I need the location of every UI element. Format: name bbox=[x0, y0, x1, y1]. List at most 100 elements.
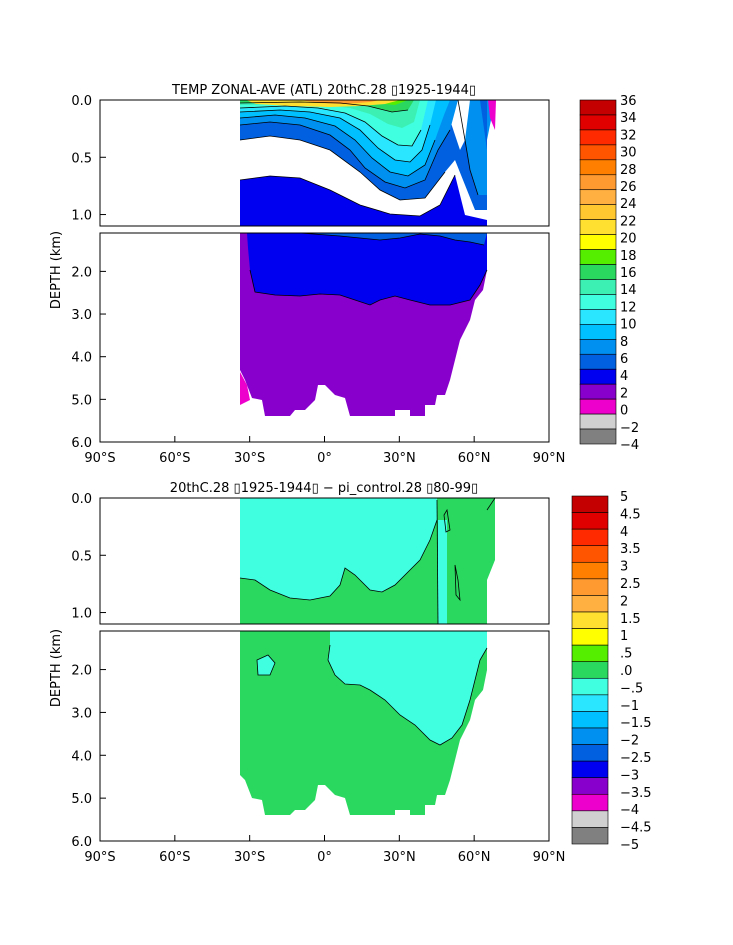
colorbar-label: 16 bbox=[620, 266, 637, 281]
colorbar-swatch bbox=[579, 189, 617, 205]
colorbar-swatch bbox=[579, 159, 617, 176]
colorbar-swatch bbox=[579, 129, 617, 146]
y-tick-label: 2.0 bbox=[71, 265, 92, 280]
y-tick-label: 0.5 bbox=[71, 151, 92, 166]
colorbar-swatch bbox=[571, 611, 609, 629]
y-tick-label: 3.0 bbox=[71, 308, 92, 323]
colorbar-label: 30 bbox=[620, 146, 637, 161]
colorbar-label: 5 bbox=[620, 490, 628, 505]
x-tick-label: 90°N bbox=[533, 850, 566, 865]
colorbar-label: 0 bbox=[620, 404, 628, 419]
x-tick-label: 90°N bbox=[533, 451, 566, 466]
y-tick-label: 0.5 bbox=[71, 549, 92, 564]
colorbar-swatch bbox=[571, 744, 609, 762]
region-2-4-lower bbox=[247, 233, 487, 305]
x-tick-label: 60°N bbox=[458, 451, 491, 466]
colorbar-swatch bbox=[571, 595, 609, 613]
colorbar-label: −4.5 bbox=[620, 821, 652, 836]
colorbar-label: −4 bbox=[620, 803, 639, 818]
contour-lines-lower bbox=[249, 233, 488, 306]
y-tick-label: 3.0 bbox=[71, 706, 92, 721]
colorbar-swatch bbox=[579, 398, 617, 415]
colorbar-swatch bbox=[579, 204, 617, 220]
lower-panel-fill bbox=[240, 631, 488, 815]
x-tick-label: 90°S bbox=[84, 850, 115, 865]
colorbar-label: 18 bbox=[620, 249, 637, 264]
colorbar-label: 32 bbox=[620, 128, 637, 143]
contour-lines-upper bbox=[239, 100, 479, 217]
y-tick-label: 4.0 bbox=[71, 351, 92, 366]
colorbar-label: −2 bbox=[620, 421, 639, 436]
y-tick-label: 0.0 bbox=[71, 94, 92, 109]
colorbar-swatch bbox=[571, 727, 609, 745]
colorbar-label: 8 bbox=[620, 335, 628, 350]
colorbar-swatch bbox=[579, 279, 617, 295]
y-tick-label: 1.0 bbox=[71, 607, 92, 622]
colorbar-swatch bbox=[579, 324, 617, 340]
colorbar-swatch bbox=[571, 561, 609, 580]
colorbar-label: 36 bbox=[620, 94, 637, 109]
colorbar-label: 20 bbox=[620, 232, 637, 247]
region-pink-edge bbox=[488, 100, 496, 130]
colorbar-label: −4 bbox=[620, 438, 639, 453]
y-axis-label: DEPTH (km) bbox=[49, 231, 64, 309]
y-tick-label: 6.0 bbox=[71, 436, 92, 451]
colorbar: 54.543.532.521.51.5.0−.5−1−1.5−2−2.5−3−3… bbox=[571, 490, 652, 853]
colorbar-swatch bbox=[571, 694, 609, 712]
colorbar-label: 2.5 bbox=[620, 577, 641, 592]
colorbar-swatch bbox=[571, 661, 609, 679]
colorbar-label: 26 bbox=[620, 180, 637, 195]
region-neg05-0 bbox=[240, 498, 437, 600]
colorbar-swatch bbox=[571, 512, 609, 530]
colorbar-label: −3 bbox=[620, 768, 639, 783]
x-tick-label: 60°S bbox=[159, 451, 190, 466]
x-tick-label: 90°S bbox=[84, 451, 115, 466]
colorbar-label: −1.5 bbox=[620, 716, 652, 731]
colorbar-label: −5 bbox=[620, 838, 639, 853]
colorbar-label: .0 bbox=[620, 664, 632, 679]
colorbar-label: −2 bbox=[620, 734, 639, 749]
chart-title: TEMP ZONAL-AVE (ATL) 20thC.28 ▯1925-1944… bbox=[171, 83, 476, 98]
colorbar-label: 10 bbox=[620, 318, 637, 333]
y-tick-label: 2.0 bbox=[71, 664, 92, 679]
chart-title: 20thC.28 ▯1925-1944▯ − pi_control.28 ▯80… bbox=[170, 481, 478, 496]
x-tick-label: 30°S bbox=[234, 850, 265, 865]
colorbar-swatch bbox=[571, 528, 609, 547]
colorbar-swatch bbox=[579, 309, 617, 325]
colorbar-swatch bbox=[579, 428, 617, 445]
colorbar-swatch bbox=[579, 174, 617, 191]
colorbar-label: −2.5 bbox=[620, 751, 652, 766]
y-tick-label: 6.0 bbox=[71, 835, 92, 850]
region-neg05-0-lower bbox=[328, 631, 487, 745]
region-26-30 bbox=[300, 100, 380, 104]
x-tick-label: 0° bbox=[317, 850, 332, 865]
colorbar-swatch bbox=[579, 353, 617, 370]
colorbar-swatch bbox=[579, 383, 617, 400]
temperature-section-chart: TEMP ZONAL-AVE (ATL) 20thC.28 ▯1925-1944… bbox=[49, 83, 639, 466]
colorbar-label: 1 bbox=[620, 629, 628, 644]
colorbar-swatch bbox=[571, 495, 609, 513]
lower-panel-fill bbox=[240, 233, 488, 416]
colorbar-label: 4 bbox=[620, 369, 628, 384]
colorbar-label: 1.5 bbox=[620, 612, 641, 627]
x-tick-label: 60°N bbox=[458, 850, 491, 865]
colorbar-swatch bbox=[571, 711, 609, 729]
upper-panel-fill bbox=[100, 100, 549, 226]
temperature-difference-chart: 20thC.28 ▯1925-1944▯ − pi_control.28 ▯80… bbox=[49, 481, 652, 865]
contour-lines-upper bbox=[239, 498, 496, 624]
island-neg05 bbox=[257, 655, 275, 675]
colorbar-swatch bbox=[579, 234, 617, 250]
colorbar-label: 14 bbox=[620, 283, 637, 298]
colorbar-swatch bbox=[579, 114, 617, 131]
land-mask-upper-north bbox=[487, 498, 549, 624]
y-tick-label: 5.0 bbox=[71, 393, 92, 408]
contour-lines-lower bbox=[256, 644, 488, 746]
colorbar-label: 3 bbox=[620, 560, 628, 575]
colorbar-label: 22 bbox=[620, 214, 637, 229]
colorbar-swatch bbox=[571, 644, 609, 663]
land-mask-upper-north bbox=[487, 100, 549, 226]
y-axis: 0.0 0.5 1.0 2.0 3.0 4.0 5.0 6.0 bbox=[71, 492, 106, 850]
colorbar-swatch bbox=[579, 249, 617, 265]
